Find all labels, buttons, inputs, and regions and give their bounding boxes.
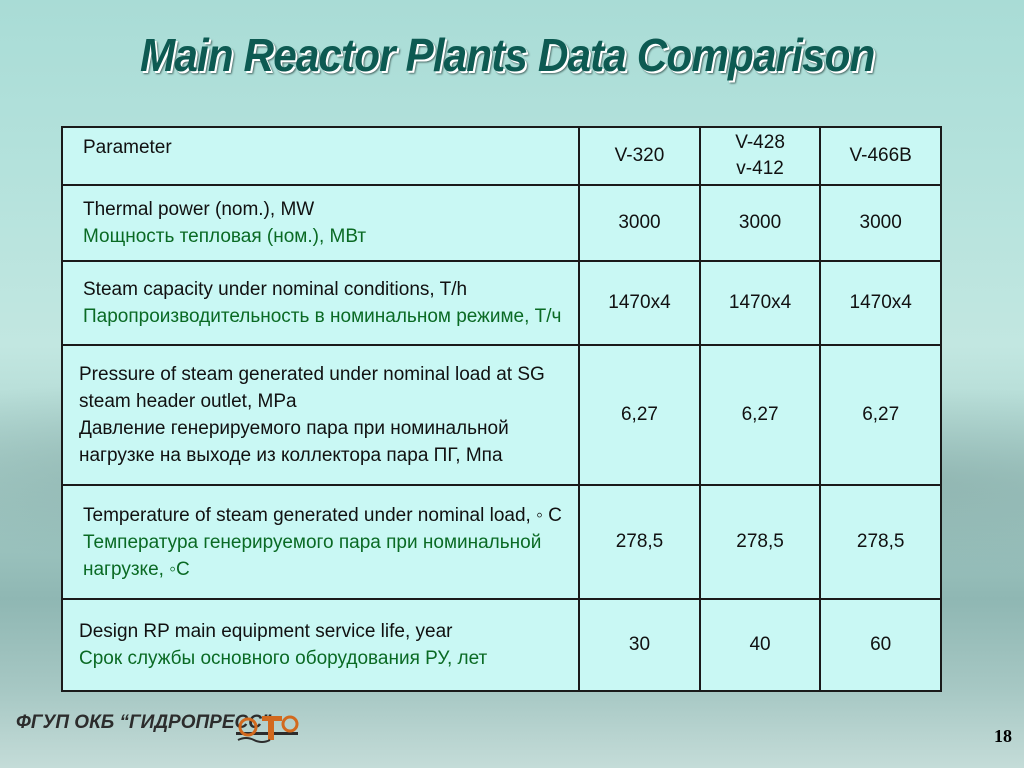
- row-steam-temperature-v428: 278,5: [698, 484, 822, 600]
- row-thermal-power-parameter: Thermal power (nom.), MW Мощность теплов…: [60, 184, 581, 262]
- row-thermal-power-en: Thermal power (nom.), MW: [83, 199, 315, 220]
- header-v466b-label: V-466B: [849, 145, 912, 166]
- table-row: Pressure of steam generated under nomina…: [60, 344, 942, 486]
- table-row: Steam capacity under nominal conditions,…: [60, 260, 942, 346]
- table-row: Design RP main equipment service life, y…: [60, 598, 942, 692]
- row-service-life-parameter: Design RP main equipment service life, y…: [60, 598, 581, 692]
- comparison-table: Parameter V-320 V-428 v-412 V-466B Therm…: [60, 126, 942, 692]
- row-steam-temperature-v466b: 278,5: [819, 484, 942, 600]
- row-service-life-ru: Срок службы основного оборудования РУ, л…: [79, 648, 488, 669]
- header-v428-label: V-428: [735, 132, 785, 153]
- row-thermal-power-ru: Мощность тепловая (ном.), МВт: [83, 226, 367, 247]
- table-header-row: Parameter V-320 V-428 v-412 V-466B: [60, 126, 942, 186]
- row-thermal-power-v428: 3000: [698, 184, 822, 262]
- header-parameter: Parameter: [60, 126, 581, 186]
- row-steam-temperature-en: Temperature of steam generated under nom…: [83, 504, 562, 526]
- slide-title: Main Reactor Plants Data Comparison: [140, 29, 875, 81]
- footer-org-name: ФГУП ОКБ “ГИДРОПРЕСС”: [16, 712, 272, 733]
- row-steam-temperature-ru: Температура генерируемого пара при номин…: [83, 531, 542, 580]
- header-v428: V-428 v-412: [698, 126, 822, 186]
- row-service-life-v466b: 60: [819, 598, 942, 692]
- row-service-life-v428: 40: [698, 598, 822, 692]
- row-thermal-power-v320: 3000: [578, 184, 701, 262]
- row-steam-capacity-v428: 1470x4: [698, 260, 822, 346]
- row-steam-pressure-en: Pressure of steam generated under nomina…: [79, 364, 545, 412]
- table-row: Thermal power (nom.), MW Мощность теплов…: [60, 184, 942, 262]
- row-service-life-v320: 30: [578, 598, 701, 692]
- row-steam-capacity-ru: Паропроизводительность в номинальном реж…: [83, 306, 562, 327]
- row-steam-pressure-ru: Давление генерируемого пара при номиналь…: [79, 418, 509, 466]
- row-steam-temperature-parameter: Temperature of steam generated under nom…: [60, 484, 581, 600]
- header-v320: V-320: [578, 126, 701, 186]
- row-service-life-en: Design RP main equipment service life, y…: [79, 621, 453, 642]
- row-steam-pressure-v320: 6,27: [578, 344, 701, 486]
- table-row: Temperature of steam generated under nom…: [60, 484, 942, 600]
- row-steam-capacity-en: Steam capacity under nominal conditions,…: [83, 279, 468, 300]
- header-v466b: V-466B: [819, 126, 942, 186]
- header-v412-label: v-412: [736, 158, 784, 179]
- row-thermal-power-v466b: 3000: [819, 184, 942, 262]
- row-steam-temperature-v320: 278,5: [578, 484, 701, 600]
- row-steam-pressure-parameter: Pressure of steam generated under nomina…: [60, 344, 581, 486]
- row-steam-pressure-v466b: 6,27: [819, 344, 942, 486]
- row-steam-pressure-v428: 6,27: [698, 344, 822, 486]
- row-steam-capacity-parameter: Steam capacity under nominal conditions,…: [60, 260, 581, 346]
- gidropress-logo-icon: [236, 715, 299, 743]
- row-steam-capacity-v466b: 1470x4: [819, 260, 942, 346]
- row-steam-capacity-v320: 1470x4: [578, 260, 701, 346]
- header-v320-label: V-320: [614, 145, 665, 166]
- page-number: 18: [994, 726, 1012, 746]
- header-parameter-label: Parameter: [83, 137, 172, 158]
